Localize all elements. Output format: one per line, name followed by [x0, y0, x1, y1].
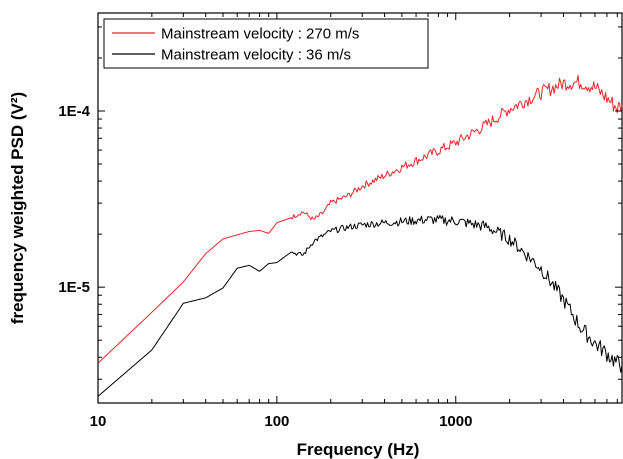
x-tick-label: 10	[90, 413, 107, 430]
plot-area: 10 100 1000 1E-5 1E-4	[58, 12, 623, 430]
series-group	[97, 74, 623, 397]
plot-frame	[97, 12, 623, 404]
x-axis: 10 100 1000	[90, 13, 618, 430]
legend-box	[103, 18, 429, 69]
y-tick-label: 1E-5	[58, 279, 90, 296]
legend: Mainstream velocity : 270 m/s Mainstream…	[103, 18, 429, 69]
x-tick-label: 100	[264, 413, 289, 430]
series-line-1	[97, 214, 623, 397]
y-axis: 1E-5 1E-4	[58, 26, 622, 380]
y-axis-title: frequency weighted PSD (V²)	[8, 92, 27, 324]
legend-label-36: Mainstream velocity : 36 m/s	[161, 47, 351, 64]
y-tick-label: 1E-4	[58, 103, 90, 120]
x-axis-title: Frequency (Hz)	[297, 440, 420, 459]
series-line-0	[97, 74, 623, 364]
legend-label-270: Mainstream velocity : 270 m/s	[161, 26, 359, 43]
x-tick-label: 1000	[439, 413, 472, 430]
